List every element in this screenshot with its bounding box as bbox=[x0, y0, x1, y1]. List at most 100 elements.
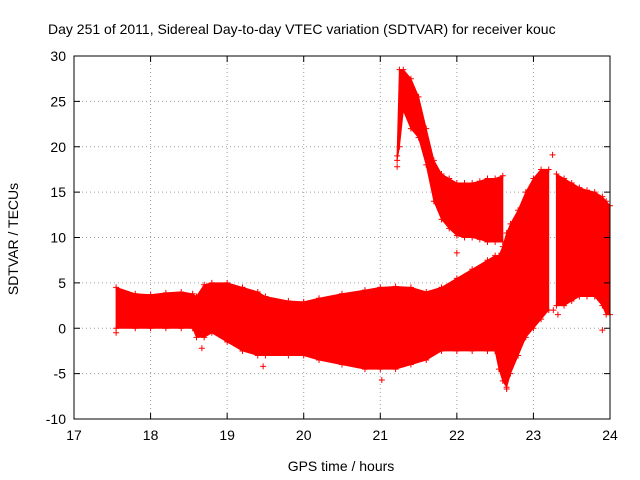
y-tick-label: 15 bbox=[50, 184, 66, 200]
x-tick-label: 21 bbox=[372, 427, 388, 443]
data-point-marker bbox=[561, 302, 568, 309]
data-point-marker bbox=[193, 334, 200, 341]
data-point-marker bbox=[423, 125, 430, 132]
data-point-marker bbox=[394, 157, 401, 164]
data-point-marker bbox=[239, 284, 246, 291]
x-tick-label: 24 bbox=[602, 427, 618, 443]
data-point-marker bbox=[495, 252, 502, 259]
data-point-marker bbox=[438, 284, 445, 291]
data-point-marker bbox=[584, 293, 591, 300]
data-point-marker bbox=[224, 338, 231, 345]
data-point-marker bbox=[515, 207, 522, 214]
spike-marker bbox=[599, 327, 606, 334]
data-point-marker bbox=[453, 347, 460, 354]
data-point-marker bbox=[453, 180, 460, 187]
y-tick-label: -5 bbox=[54, 366, 67, 382]
y-tick-label: 25 bbox=[50, 93, 66, 109]
data-point-marker bbox=[132, 290, 139, 297]
data-point-marker bbox=[553, 170, 560, 177]
y-tick-label: 0 bbox=[58, 320, 66, 336]
data-point-marker bbox=[189, 290, 196, 297]
data-point-marker bbox=[208, 279, 215, 286]
data-point-marker bbox=[392, 366, 399, 373]
data-point-marker bbox=[499, 239, 506, 246]
data-point-marker bbox=[538, 166, 545, 173]
data-point-marker bbox=[553, 302, 560, 309]
data-point-marker bbox=[453, 275, 460, 282]
spike-marker bbox=[378, 376, 385, 383]
data-point-marker bbox=[538, 316, 545, 323]
data-point-marker bbox=[469, 180, 476, 187]
data-point-marker bbox=[476, 236, 483, 243]
data-point-marker bbox=[530, 175, 537, 182]
data-point-marker bbox=[568, 298, 575, 305]
data-point-marker bbox=[515, 352, 522, 359]
data-point-marker bbox=[430, 157, 437, 164]
data-point-marker bbox=[499, 172, 506, 179]
data-point-marker bbox=[262, 352, 269, 359]
spike-marker bbox=[554, 311, 561, 318]
data-point-marker bbox=[407, 361, 414, 368]
data-point-marker bbox=[178, 325, 185, 332]
data-point-marker bbox=[430, 198, 437, 205]
axes: 17 18 19 20 21 22 23 24 -10 -5 0 5 10 15 20 25 30 bbox=[46, 48, 618, 443]
data-point-marker bbox=[469, 234, 476, 241]
series-band-2 bbox=[396, 69, 504, 243]
data-point-marker bbox=[461, 180, 468, 187]
data-layer bbox=[113, 66, 613, 393]
data-point-marker bbox=[507, 370, 514, 377]
spike-marker bbox=[453, 249, 460, 256]
data-point-marker bbox=[530, 325, 537, 332]
data-point-marker bbox=[377, 284, 384, 291]
data-point-marker bbox=[561, 175, 568, 182]
data-point-marker bbox=[361, 287, 368, 294]
data-point-marker bbox=[407, 75, 414, 82]
x-tick-label: 17 bbox=[66, 427, 82, 443]
data-point-marker bbox=[603, 198, 610, 205]
spike-marker bbox=[198, 345, 205, 352]
data-point-marker bbox=[316, 357, 323, 364]
data-point-marker bbox=[584, 187, 591, 194]
data-point-marker bbox=[492, 347, 499, 354]
x-axis-label: GPS time / hours bbox=[288, 458, 395, 474]
data-point-marker bbox=[469, 266, 476, 273]
spike-marker bbox=[113, 329, 120, 336]
data-point-marker bbox=[407, 125, 414, 132]
data-point-marker bbox=[147, 291, 154, 298]
data-point-marker bbox=[423, 161, 430, 168]
data-point-marker bbox=[208, 329, 215, 336]
data-point-marker bbox=[201, 281, 208, 288]
x-tick-label: 19 bbox=[219, 427, 235, 443]
data-point-marker bbox=[423, 288, 430, 295]
data-point-marker bbox=[132, 325, 139, 332]
data-point-marker bbox=[446, 225, 453, 232]
data-point-marker bbox=[503, 229, 510, 236]
spike-marker bbox=[260, 363, 267, 370]
data-point-marker bbox=[316, 295, 323, 302]
data-point-marker bbox=[392, 283, 399, 290]
data-point-marker bbox=[189, 325, 196, 332]
chart-title: Day 251 of 2011, Sidereal Day-to-day VTE… bbox=[48, 21, 556, 37]
spike-marker bbox=[549, 151, 556, 158]
data-point-marker bbox=[438, 170, 445, 177]
data-point-marker bbox=[300, 298, 307, 305]
data-point-marker bbox=[162, 325, 169, 332]
data-point-marker bbox=[591, 189, 598, 196]
data-point-marker bbox=[262, 293, 269, 300]
data-point-marker bbox=[469, 347, 476, 354]
data-point-marker bbox=[476, 178, 483, 185]
data-point-marker bbox=[461, 234, 468, 241]
data-point-marker bbox=[576, 293, 583, 300]
data-point-marker bbox=[162, 289, 169, 296]
data-point-marker bbox=[484, 239, 491, 246]
data-point-marker bbox=[224, 279, 231, 286]
data-point-marker bbox=[300, 352, 307, 359]
y-tick-label: 20 bbox=[50, 139, 66, 155]
data-point-marker bbox=[415, 93, 422, 100]
spike-marker bbox=[394, 163, 401, 170]
data-point-marker bbox=[499, 377, 506, 384]
data-point-marker bbox=[254, 288, 261, 295]
data-point-marker bbox=[396, 143, 403, 150]
data-point-marker bbox=[591, 293, 598, 300]
